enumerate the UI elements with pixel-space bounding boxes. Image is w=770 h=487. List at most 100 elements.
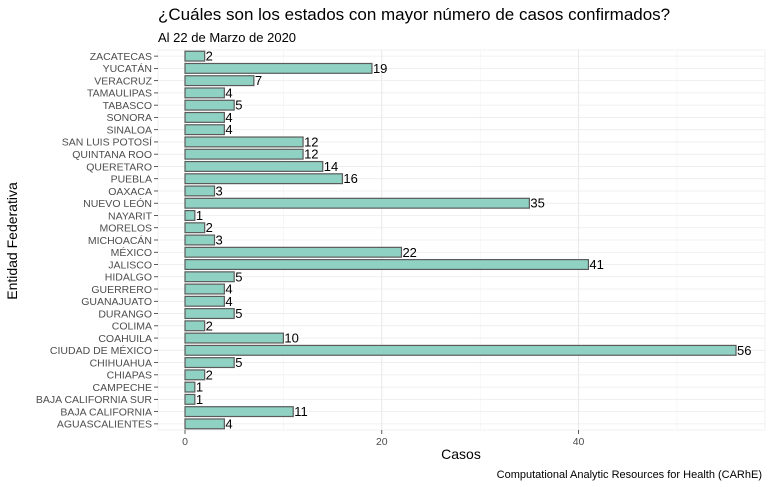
data-label: 1 (196, 208, 203, 223)
bar-coahuila (184, 332, 284, 344)
y-tick-label: SAN LUIS POTOSÍ (62, 136, 152, 149)
bar-tamaulipas (184, 87, 225, 99)
bar-aguascalientes (184, 418, 225, 430)
bar-durango (184, 308, 235, 320)
data-label: 2 (206, 318, 213, 333)
bar-guerrero (184, 283, 225, 295)
data-label: 4 (225, 122, 232, 137)
y-tick-label: YUCATÁN (103, 62, 152, 75)
bar-baja-california-sur (184, 393, 196, 405)
x-tick-label: 0 (182, 436, 188, 448)
y-tick-label: ZACATECAS (90, 51, 152, 63)
y-tick-label: COAHUILA (98, 333, 152, 345)
data-label: 4 (225, 294, 232, 309)
data-label: 4 (225, 282, 232, 297)
bar-oaxaca (184, 185, 216, 197)
data-label: 41 (589, 257, 603, 272)
bar-michoacán (184, 234, 216, 246)
data-label: 16 (343, 171, 357, 186)
y-tick-label: CAMPECHE (92, 382, 152, 394)
x-tick-label: 40 (573, 436, 585, 448)
bar-yucatán (184, 62, 373, 74)
y-tick-label: BAJA CALIFORNIA SUR (36, 394, 153, 406)
bar-campeche (184, 381, 196, 393)
chart-subtitle: Al 22 de Marzo de 2020 (158, 30, 296, 45)
bar-puebla (184, 173, 344, 185)
y-tick-label: MÉXICO (111, 246, 152, 259)
data-label: 4 (225, 85, 232, 100)
y-tick-label: DURANGO (98, 308, 152, 320)
bar-jalisco (184, 259, 590, 271)
y-tick-label: QUINTANA ROO (72, 149, 152, 161)
data-label: 56 (737, 343, 751, 358)
data-label: 4 (225, 110, 232, 125)
data-label: 7 (255, 73, 262, 88)
data-label: 35 (530, 196, 544, 211)
data-label: 5 (235, 269, 242, 284)
y-tick-label: TAMAULIPAS (87, 88, 152, 100)
y-tick-label: COLIMA (112, 321, 152, 333)
bar-san-luis-potosí (184, 136, 304, 148)
data-label: 4 (225, 416, 232, 431)
data-label: 1 (196, 392, 203, 407)
bar-baja-california (184, 406, 294, 418)
data-label: 10 (284, 331, 298, 346)
x-tick-label: 20 (376, 436, 388, 448)
data-label: 5 (235, 355, 242, 370)
y-tick-label: BAJA CALIFORNIA (60, 406, 152, 418)
bar-ciudad-de-méxico (184, 344, 737, 356)
data-label: 11 (294, 404, 308, 419)
bar-morelos (184, 222, 206, 234)
data-label: 2 (206, 220, 213, 235)
bar-quintana-roo (184, 148, 304, 160)
data-label: 2 (206, 367, 213, 382)
data-label: 3 (216, 183, 223, 198)
y-tick-label: GUERRERO (91, 284, 152, 296)
data-label: 2 (206, 49, 213, 64)
bar-sonora (184, 111, 225, 123)
y-tick-label: CHIAPAS (107, 370, 152, 382)
data-label: 22 (402, 245, 416, 260)
y-tick-label: NUEVO LEÓN (83, 197, 152, 210)
y-tick-label: SONORA (106, 112, 152, 124)
bar-hidalgo (184, 271, 235, 283)
y-tick-label: CIUDAD DE MÉXICO (50, 344, 152, 357)
data-label: 19 (373, 61, 387, 76)
bar-colima (184, 320, 206, 332)
data-label: 3 (216, 233, 223, 248)
y-axis-title: Entidad Federativa (4, 182, 20, 300)
bar-tabasco (184, 99, 235, 111)
y-tick-label: NAYARIT (108, 210, 153, 222)
chart-caption: Computational Analytic Resources for Hea… (497, 469, 762, 481)
bar-nayarit (184, 209, 196, 221)
y-tick-label: JALISCO (108, 259, 152, 271)
y-tick-label: HIDALGO (105, 272, 152, 284)
y-tick-label: TABASCO (103, 100, 152, 112)
y-tick-label: MORELOS (99, 223, 152, 235)
bar-chihuahua (184, 357, 235, 369)
x-axis-title: Casos (441, 446, 481, 462)
y-tick-label: SINALOA (106, 124, 152, 136)
bar-queretaro (184, 160, 324, 172)
bar-guanajuato (184, 295, 225, 307)
data-label: 14 (324, 159, 338, 174)
bar-méxico (184, 246, 403, 258)
bar-veracruz (184, 75, 255, 87)
bar-sinaloa (184, 124, 225, 136)
chart-title: ¿Cuáles son los estados con mayor número… (158, 5, 670, 24)
data-label: 5 (235, 306, 242, 321)
data-label: 1 (196, 380, 203, 395)
y-tick-label: MICHOACÁN (88, 234, 152, 247)
y-tick-label: CHIHUAHUA (90, 357, 152, 369)
data-label: 12 (304, 134, 318, 149)
y-tick-label: OAXACA (108, 186, 152, 198)
data-label: 5 (235, 98, 242, 113)
bar-chiapas (184, 369, 206, 381)
y-tick-label: GUANAJUATO (81, 296, 152, 308)
y-tick-label: QUERETARO (86, 161, 152, 173)
bar-zacatecas (184, 50, 206, 62)
y-tick-label: PUEBLA (111, 174, 152, 186)
y-tick-label: VERACRUZ (94, 75, 152, 87)
